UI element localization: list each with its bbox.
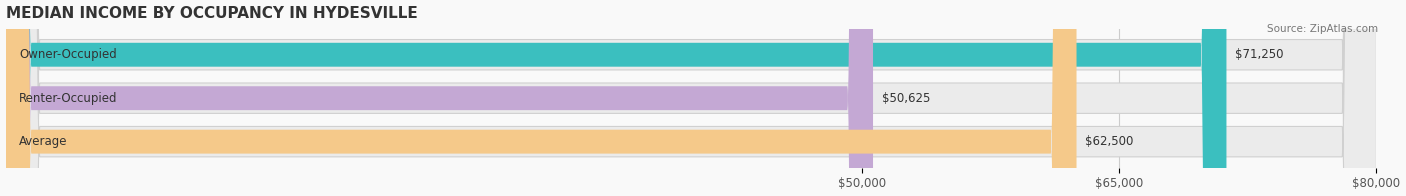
Text: $62,500: $62,500 bbox=[1085, 135, 1133, 148]
FancyBboxPatch shape bbox=[6, 0, 873, 196]
Text: MEDIAN INCOME BY OCCUPANCY IN HYDESVILLE: MEDIAN INCOME BY OCCUPANCY IN HYDESVILLE bbox=[6, 5, 418, 21]
FancyBboxPatch shape bbox=[6, 0, 1376, 196]
FancyBboxPatch shape bbox=[6, 0, 1226, 196]
FancyBboxPatch shape bbox=[6, 0, 1376, 196]
FancyBboxPatch shape bbox=[6, 0, 1077, 196]
Text: Owner-Occupied: Owner-Occupied bbox=[20, 48, 117, 61]
FancyBboxPatch shape bbox=[6, 0, 1376, 196]
Text: Source: ZipAtlas.com: Source: ZipAtlas.com bbox=[1267, 24, 1378, 34]
Text: $50,625: $50,625 bbox=[882, 92, 929, 105]
Text: $71,250: $71,250 bbox=[1234, 48, 1284, 61]
Text: Renter-Occupied: Renter-Occupied bbox=[20, 92, 118, 105]
Text: Average: Average bbox=[20, 135, 67, 148]
